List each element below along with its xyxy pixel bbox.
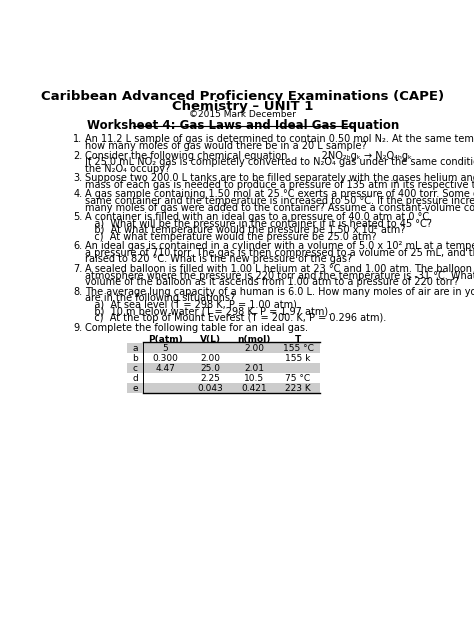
Text: e: e — [132, 384, 138, 392]
Text: 0.421: 0.421 — [241, 384, 267, 392]
Text: Suppose two 200.0 L tanks are to be filled separately with the gases helium and : Suppose two 200.0 L tanks are to be fill… — [85, 173, 474, 183]
Text: same container and the temperature is increased to 50 °C. If the pressure increa: same container and the temperature is in… — [85, 196, 474, 206]
Text: atmosphere where the pressure is 220 torr and the temperature is -31 °C. What is: atmosphere where the pressure is 220 tor… — [85, 270, 474, 281]
Text: a pressure of 710 torr. The gas is then compressed to a volume of 25 mL, and the: a pressure of 710 torr. The gas is then … — [85, 248, 474, 258]
Text: Complete the following table for an ideal gas.: Complete the following table for an idea… — [85, 322, 308, 332]
Text: c: c — [133, 363, 138, 372]
Text: Consider the following chemical equation.          2NO₂ₕgₖ → N₂O₄ₕgₖ: Consider the following chemical equation… — [85, 150, 412, 161]
Text: are in the following situations?: are in the following situations? — [85, 293, 235, 303]
Text: T: T — [295, 334, 301, 344]
Text: 5.: 5. — [73, 212, 82, 222]
Text: volume of the balloon as it ascends from 1.00 atm to a pressure of 220 torr?: volume of the balloon as it ascends from… — [85, 277, 458, 287]
Text: Caribbean Advanced Proficiency Examinations (CAPE): Caribbean Advanced Proficiency Examinati… — [41, 90, 445, 103]
Text: 4.47: 4.47 — [155, 363, 175, 372]
Text: 25.0: 25.0 — [201, 363, 220, 372]
Text: d: d — [132, 374, 138, 382]
Text: 2.: 2. — [73, 150, 82, 161]
Text: 5: 5 — [163, 344, 168, 353]
Text: c)  At the top of Mount Everest (T = 200. K, P = 0.296 atm).: c) At the top of Mount Everest (T = 200.… — [85, 313, 386, 323]
Text: 2.00: 2.00 — [244, 344, 264, 353]
Text: 1.: 1. — [73, 135, 82, 144]
Text: 3.: 3. — [73, 173, 82, 183]
Text: 10.5: 10.5 — [244, 374, 264, 382]
Text: 0.043: 0.043 — [198, 384, 223, 392]
Text: 155 °C: 155 °C — [283, 344, 313, 353]
Text: P(atm): P(atm) — [148, 334, 183, 344]
Bar — [128, 343, 320, 353]
Text: V(L): V(L) — [200, 334, 221, 344]
Text: 223 K: 223 K — [285, 384, 311, 392]
Bar — [128, 363, 320, 373]
Text: a: a — [132, 344, 138, 353]
Text: Chemistry – UNIT 1: Chemistry – UNIT 1 — [172, 100, 314, 114]
Bar — [128, 383, 320, 393]
Text: 4.: 4. — [73, 190, 82, 200]
Text: 2.00: 2.00 — [201, 353, 220, 363]
Text: b: b — [132, 353, 138, 363]
Text: ©2015 Mark December: ©2015 Mark December — [190, 110, 296, 119]
Text: The average lung capacity of a human is 6.0 L. How many moles of air are in your: The average lung capacity of a human is … — [85, 287, 474, 297]
Text: how many moles of gas would there be in a 20 L sample?: how many moles of gas would there be in … — [85, 141, 366, 151]
Text: 6.: 6. — [73, 241, 82, 252]
Text: 0.300: 0.300 — [153, 353, 178, 363]
Text: A gas sample containing 1.50 mol at 25 °C exerts a pressure of 400 torr. Some ga: A gas sample containing 1.50 mol at 25 °… — [85, 190, 474, 200]
Text: 9.: 9. — [73, 322, 82, 332]
Text: A container is filled with an ideal gas to a pressure of 40.0 atm at 0 °C.: A container is filled with an ideal gas … — [85, 212, 432, 222]
Text: c)  At what temperature would the pressure be 25.0 atm?: c) At what temperature would the pressur… — [85, 232, 376, 242]
Text: the N₂O₄ occupy?: the N₂O₄ occupy? — [85, 164, 170, 174]
Text: 75 °C: 75 °C — [285, 374, 310, 382]
Text: mass of each gas is needed to produce a pressure of 135 atm in its respective ta: mass of each gas is needed to produce a … — [85, 179, 474, 190]
Text: a)  What will be the pressure in the container if it is heated to 45 °C?: a) What will be the pressure in the cont… — [85, 219, 432, 229]
Text: An ideal gas is contained in a cylinder with a volume of 5.0 x 10² mL at a tempe: An ideal gas is contained in a cylinder … — [85, 241, 474, 252]
Text: 7.: 7. — [73, 264, 82, 274]
Text: a)  At sea level (T = 298 K, P = 1.00 atm).: a) At sea level (T = 298 K, P = 1.00 atm… — [85, 300, 300, 310]
Text: An 11.2 L sample of gas is determined to contain 0.50 mol N₂. At the same temper: An 11.2 L sample of gas is determined to… — [85, 135, 474, 144]
Text: raised to 820 °C. What is the new pressure of the gas?: raised to 820 °C. What is the new pressu… — [85, 255, 352, 264]
Text: 8.: 8. — [73, 287, 82, 297]
Text: Worksheet 4: Gas Laws and Ideal Gas Equation: Worksheet 4: Gas Laws and Ideal Gas Equa… — [87, 119, 399, 132]
Text: b)  10 m below water (T = 298 K, P = 1.97 atm).: b) 10 m below water (T = 298 K, P = 1.97… — [85, 307, 331, 317]
Text: 155 k: 155 k — [285, 353, 310, 363]
Text: 2.01: 2.01 — [244, 363, 264, 372]
Text: b)  At what temperature would the pressure be 1.50 x 10² atm?: b) At what temperature would the pressur… — [85, 225, 405, 235]
Text: A sealed balloon is filled with 1.00 L helium at 23 °C and 1.00 atm. The balloon: A sealed balloon is filled with 1.00 L h… — [85, 264, 474, 274]
Text: 2.25: 2.25 — [201, 374, 220, 382]
Text: n(mol): n(mol) — [237, 334, 271, 344]
Text: If 25.0 mL NO₂ gas is completely converted to N₂O₄ gas under the same conditions: If 25.0 mL NO₂ gas is completely convert… — [85, 157, 474, 167]
Text: many moles of gas were added to the container? Assume a constant-volume containe: many moles of gas were added to the cont… — [85, 202, 474, 212]
